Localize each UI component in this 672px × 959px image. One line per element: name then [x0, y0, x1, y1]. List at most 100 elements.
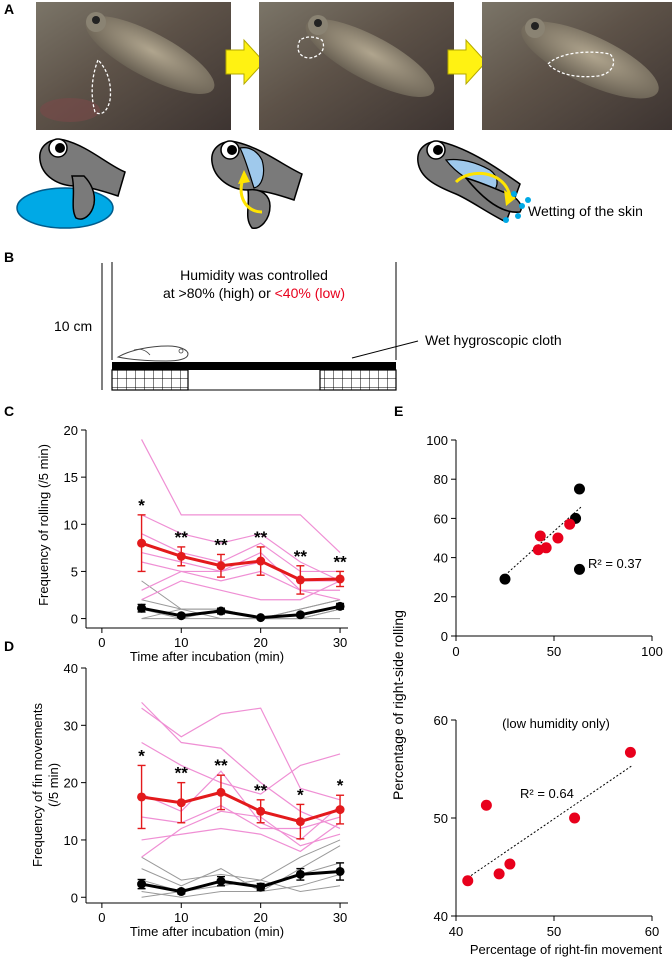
individual-line-high: [141, 873, 341, 898]
y-tick-label: 60: [434, 713, 448, 728]
fish-drawing-1: [16, 138, 126, 229]
panel-label-a: A: [4, 1, 14, 17]
photo-2: [259, 2, 454, 130]
point-high-humidity: [573, 563, 585, 575]
y-axis-label-2: (/5 min): [46, 763, 61, 807]
significance-mark: **: [175, 528, 189, 547]
individual-line-low: [141, 770, 341, 841]
individual-line-low: [141, 701, 341, 830]
individual-line-low: [141, 439, 341, 554]
mean-high-point: [295, 610, 305, 620]
chamber-diagram: [101, 262, 419, 391]
x-tick-label: 0: [98, 910, 105, 925]
mean-low-line: [141, 541, 341, 582]
mean-high-point: [256, 613, 266, 623]
point-high-humidity: [499, 573, 511, 585]
mean-high-point: [335, 601, 345, 611]
mean-low-point: [176, 798, 186, 808]
x-tick-label: 50: [547, 644, 561, 659]
point-low-humidity: [552, 532, 564, 544]
point-low-humidity: [540, 542, 552, 554]
individual-line-low: [141, 810, 341, 858]
individual-line-high: [141, 608, 341, 620]
point-low-humidity: [534, 530, 546, 542]
pectoral-fin-outline: [91, 58, 112, 115]
point-high-humidity: [573, 483, 585, 495]
x-tick-label: 60: [645, 924, 659, 939]
mean-low-point: [295, 575, 305, 585]
individual-line-low: [141, 741, 341, 795]
fish-drawing-3: [417, 140, 531, 224]
y-tick-label: 20: [64, 776, 78, 791]
mean-high-point: [256, 882, 266, 892]
mean-high-line: [141, 869, 341, 894]
point-low-humidity: [569, 812, 581, 824]
mean-low-point: [216, 787, 226, 797]
point-low-humidity: [493, 868, 505, 880]
significance-mark: **: [175, 764, 189, 783]
mean-low-point: [216, 561, 226, 571]
fin-outline-3: [547, 51, 615, 78]
y-tick-label: 0: [441, 629, 448, 644]
x-axis-label: Time after incubation (min): [130, 649, 284, 664]
chart-title: (low humidity only): [502, 716, 610, 731]
point-low-humidity: [564, 518, 576, 530]
significance-mark: **: [254, 528, 268, 547]
wetting-caption: Wetting of the skin: [528, 203, 643, 219]
y-tick-label: 20: [64, 423, 78, 438]
y-tick-label: 0: [71, 612, 78, 627]
low-humidity-text: <40% (low): [275, 285, 345, 301]
x-tick-label: 0: [452, 644, 459, 659]
y-tick-label: 40: [64, 661, 78, 676]
point-low-humidity: [462, 875, 474, 887]
significance-mark: *: [297, 785, 304, 804]
chart-e-bottom: 40 50 60 40 50 60 (low humidity only) Percentag…: [434, 713, 663, 957]
mean-low-point: [256, 806, 266, 816]
significance-mark: **: [214, 756, 228, 775]
chart-c: 0 5 10 15 20 0 10 20 30 Time after incubation (mi…: [36, 423, 348, 664]
r-squared-label: R² = 0.37: [588, 556, 642, 571]
individual-line-high: [141, 845, 341, 893]
y-tick-label: 80: [434, 472, 448, 487]
significance-mark: *: [138, 496, 145, 515]
y-tick-label: 100: [426, 433, 448, 448]
x-tick-label: 100: [641, 644, 663, 659]
y-axis-label: Frequency of fin movements: [30, 702, 45, 867]
humidity-line-2: at >80% (high) or <40% (low): [163, 285, 345, 301]
x-axis-label: Percentage of right-fin movement: [470, 942, 663, 957]
y-tick-label: 15: [64, 470, 78, 485]
mean-high-point: [176, 611, 186, 621]
y-tick-label: 40: [434, 909, 448, 924]
individual-line-low: [141, 707, 341, 801]
individual-line-high: [141, 839, 341, 881]
individual-line-low: [141, 580, 341, 601]
chart-d: 0 10 20 30 40 0 10 20 30 Time after incubation (m…: [30, 661, 348, 939]
significance-mark: **: [254, 781, 268, 800]
mean-high-point: [137, 603, 147, 613]
y-tick-label: 30: [64, 718, 78, 733]
mean-low-point: [335, 574, 345, 584]
mean-high-point: [216, 606, 226, 616]
individual-line-low: [141, 514, 341, 582]
panel-label-d: D: [4, 638, 14, 654]
x-axis-label: Time after incubation (min): [130, 924, 284, 939]
mean-low-line: [141, 790, 341, 824]
fish-drawing-2: [211, 140, 303, 229]
arrow-right-icon: [225, 38, 265, 86]
significance-mark: *: [138, 746, 145, 765]
fish-sketch: [116, 345, 189, 362]
y-tick-label: 5: [71, 564, 78, 579]
mean-high-point: [176, 887, 186, 897]
x-tick-label: 30: [333, 910, 347, 925]
mean-high-point: [137, 879, 147, 889]
mean-low-point: [137, 538, 147, 548]
significance-mark: **: [214, 535, 228, 554]
individual-line-low: [141, 561, 341, 591]
panel-label-b: B: [4, 249, 14, 265]
cloth-label: Wet hygroscopic cloth: [425, 332, 562, 348]
individual-line-low: [141, 533, 341, 573]
photo-3: [482, 2, 672, 130]
arrow-right-icon-2: [447, 38, 487, 86]
y-tick-label: 60: [434, 511, 448, 526]
